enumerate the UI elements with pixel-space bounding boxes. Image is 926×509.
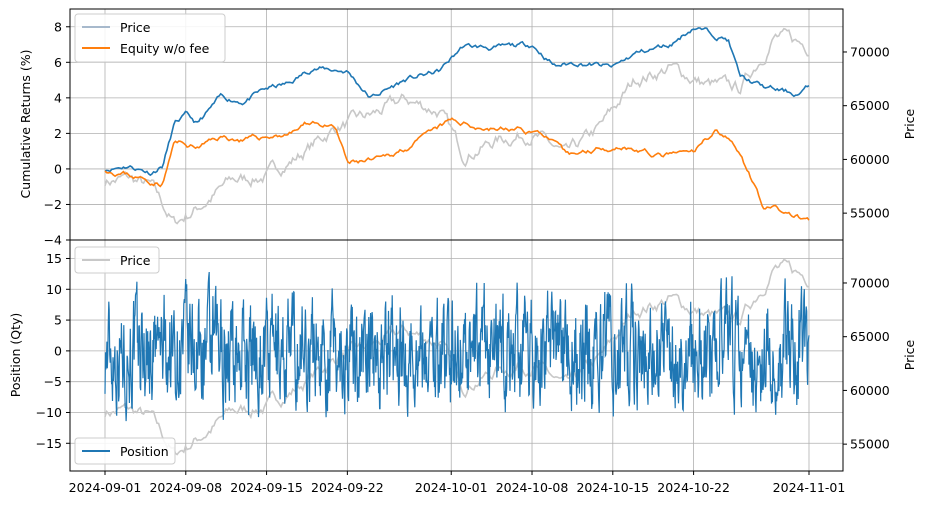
bottom-legend-price: Price (74, 246, 160, 274)
top-ytick-right-label: 55000 (850, 206, 890, 221)
top-price-series (104, 27, 809, 225)
top-ytick-label: 0 (54, 161, 62, 176)
bottom-panel: 15 10 5 0 −5 −10 −15 70000 65000 60000 55000 2024… (8, 239, 917, 495)
top-panel: 8 6 4 2 0 −2 −4 70000 65000 60000 55000 Cumulativ… (18, 8, 917, 248)
bottom-legend-price-box (74, 246, 160, 274)
top-ytick-right-label: 65000 (850, 98, 890, 113)
bottom-xtick-label: 2024-09-01 (69, 480, 142, 495)
bottom-ytick-right-label: 60000 (850, 383, 890, 398)
bottom-ytick-label: 15 (46, 251, 62, 266)
top-y-ticks-right: 70000 65000 60000 55000 (843, 44, 890, 221)
bottom-legend-price-label: Price (120, 253, 151, 268)
bottom-xtick-label: 2024-09-08 (149, 480, 222, 495)
bottom-position-series (104, 271, 810, 422)
bottom-ytick-label: −10 (36, 405, 62, 420)
top-equity-with-fee-series (104, 27, 810, 177)
bottom-ytick-label: −5 (44, 374, 62, 389)
top-equity-with-fee-line (104, 27, 810, 177)
bottom-ytick-right-label: 65000 (850, 329, 890, 344)
top-ylabel-right: Price (902, 108, 917, 139)
top-y-ticks: 8 6 4 2 0 −2 −4 (44, 19, 70, 248)
top-equity-wo-fee-series (104, 117, 810, 221)
top-legend: Price Equity w/o fee (74, 13, 226, 63)
top-legend-box (74, 13, 226, 63)
bottom-y-ticks-right: 70000 65000 60000 55000 (843, 275, 890, 452)
bottom-xtick-label: 2024-11-01 (773, 480, 846, 495)
top-equity-wo-fee-line (104, 117, 810, 221)
bottom-x-ticks: 2024-09-01 2024-09-08 2024-09-15 2024-09-22… (69, 471, 846, 495)
bottom-ytick-right-label: 70000 (850, 275, 890, 290)
bottom-ylabel: Position (Qty) (8, 313, 23, 398)
legend-price-label: Price (120, 20, 151, 35)
bottom-ytick-label: −15 (36, 436, 62, 451)
bottom-ytick-label: 10 (46, 282, 62, 297)
top-ytick-label: 2 (54, 126, 62, 141)
top-ytick-label: 4 (54, 90, 62, 105)
top-ylabel: Cumulative Returns (%) (18, 50, 33, 199)
bottom-xtick-label: 2024-10-08 (496, 480, 569, 495)
bottom-ylabel-right: Price (902, 339, 917, 370)
bottom-xtick-label: 2024-10-01 (415, 480, 488, 495)
bottom-y-ticks: 15 10 5 0 −5 −10 −15 (36, 251, 70, 451)
legend-equity-wo-fee-label: Equity w/o fee (120, 41, 210, 56)
top-ytick-label: 8 (54, 19, 62, 34)
top-ytick-right-label: 70000 (850, 44, 890, 59)
bottom-plot-frame (69, 239, 844, 472)
bottom-xtick-label: 2024-10-22 (657, 480, 730, 495)
bottom-xtick-label: 2024-09-22 (311, 480, 384, 495)
bottom-legend-position-label: Position (120, 444, 169, 459)
bottom-ytick-label: 5 (54, 313, 62, 328)
top-price-line (104, 27, 809, 225)
bottom-ytick-right-label: 55000 (850, 437, 890, 452)
bottom-position-line (104, 271, 810, 422)
top-ytick-label: −4 (44, 233, 62, 248)
top-ytick-label: −2 (44, 197, 62, 212)
bottom-ytick-label: 0 (54, 343, 62, 358)
bottom-legend-position: Position (74, 437, 176, 465)
bottom-xtick-label: 2024-09-15 (230, 480, 303, 495)
top-ytick-right-label: 60000 (850, 152, 890, 167)
top-ytick-label: 6 (54, 55, 62, 70)
bottom-xtick-label: 2024-10-15 (576, 480, 649, 495)
bottom-legend-position-box (74, 437, 176, 465)
